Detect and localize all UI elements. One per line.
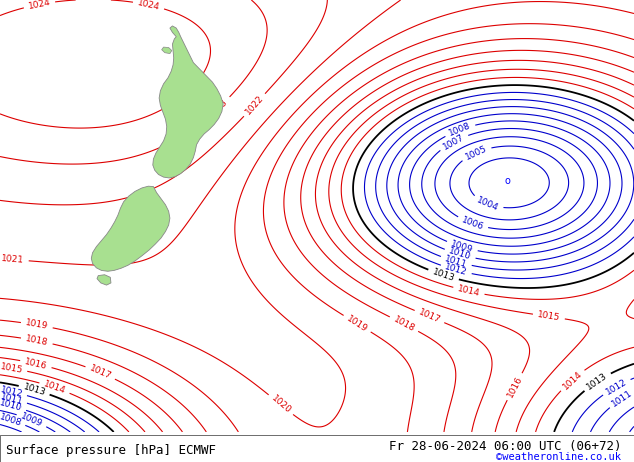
Text: 1019: 1019 <box>25 318 49 331</box>
Text: 1008: 1008 <box>0 412 22 428</box>
Text: 1018: 1018 <box>25 334 49 347</box>
Text: 1016: 1016 <box>23 357 48 371</box>
Text: 1017: 1017 <box>88 364 113 381</box>
Polygon shape <box>162 47 172 54</box>
Text: 1009: 1009 <box>450 239 474 255</box>
Text: 1012: 1012 <box>444 262 469 278</box>
Text: 1017: 1017 <box>417 308 442 325</box>
Text: 1009: 1009 <box>20 411 44 429</box>
Text: 1013: 1013 <box>22 382 47 397</box>
Text: 1021: 1021 <box>1 254 25 265</box>
Text: 1018: 1018 <box>392 315 417 334</box>
Polygon shape <box>97 275 111 285</box>
Text: 1011: 1011 <box>0 392 23 406</box>
Text: 1016: 1016 <box>505 374 524 399</box>
Text: 1008: 1008 <box>448 122 472 138</box>
Text: 1012: 1012 <box>604 377 628 396</box>
Text: 1007: 1007 <box>441 132 466 152</box>
Text: 1012: 1012 <box>0 385 23 399</box>
Text: 1020: 1020 <box>269 394 292 416</box>
Text: 1015: 1015 <box>0 362 23 375</box>
Text: ©weatheronline.co.uk: ©weatheronline.co.uk <box>503 453 628 462</box>
Text: ©weatheronline.co.uk: ©weatheronline.co.uk <box>496 452 621 462</box>
Text: Surface pressure [hPa] ECMWF: Surface pressure [hPa] ECMWF <box>6 444 216 457</box>
Text: 1019: 1019 <box>345 314 369 334</box>
Text: 1022: 1022 <box>243 93 266 116</box>
Polygon shape <box>91 186 170 271</box>
Text: 1024: 1024 <box>136 0 161 12</box>
Text: 1013: 1013 <box>585 371 609 392</box>
Text: 1004: 1004 <box>476 195 500 213</box>
Text: Surface pressure [hPa] ECMWF: Surface pressure [hPa] ECMWF <box>6 445 216 458</box>
Text: 1010: 1010 <box>0 399 23 413</box>
Text: 1014: 1014 <box>42 380 67 396</box>
Text: o: o <box>504 176 510 187</box>
Text: 1006: 1006 <box>460 215 485 232</box>
Text: 1011: 1011 <box>611 388 634 408</box>
Text: 1011: 1011 <box>444 254 469 269</box>
Text: 1015: 1015 <box>537 310 561 323</box>
Text: Fr 28-06-2024 06:00 UTC (06+72): Fr 28-06-2024 06:00 UTC (06+72) <box>389 440 621 453</box>
Text: 1010: 1010 <box>448 247 472 262</box>
Text: 1013: 1013 <box>431 267 456 283</box>
Text: 1005: 1005 <box>464 144 488 162</box>
Polygon shape <box>153 26 223 178</box>
Text: 1014: 1014 <box>560 369 584 391</box>
Text: Fr 28-06-2024 06:00 UTC (06+72): Fr 28-06-2024 06:00 UTC (06+72) <box>395 442 628 455</box>
Text: 1023: 1023 <box>207 97 230 119</box>
Text: 1014: 1014 <box>456 284 481 298</box>
Text: 1024: 1024 <box>27 0 51 11</box>
